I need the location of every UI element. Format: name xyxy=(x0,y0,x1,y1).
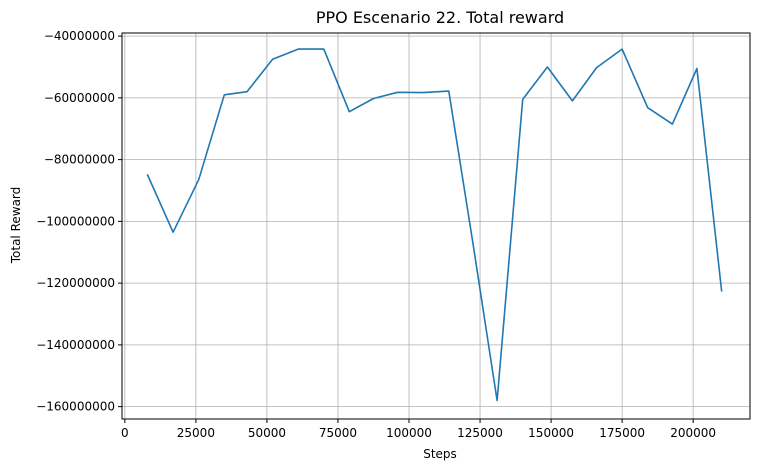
y-tick-label: −140000000 xyxy=(36,338,115,352)
x-tick-label: 25000 xyxy=(177,426,215,440)
x-tick-label: 200000 xyxy=(670,426,716,440)
x-tick-label: 125000 xyxy=(457,426,503,440)
x-tick-label: 175000 xyxy=(599,426,645,440)
y-tick-label: −100000000 xyxy=(36,214,115,228)
x-tick-label: 100000 xyxy=(386,426,432,440)
x-tick-label: 150000 xyxy=(528,426,574,440)
chart-title: PPO Escenario 22. Total reward xyxy=(316,8,564,27)
x-tick-label: 50000 xyxy=(248,426,286,440)
series-layer xyxy=(146,48,723,402)
y-tick-label: −120000000 xyxy=(36,276,115,290)
x-tick-label: 75000 xyxy=(319,426,357,440)
y-tick-label: −40000000 xyxy=(44,29,115,43)
y-axis-label: Total Reward xyxy=(9,187,23,265)
series-line xyxy=(146,48,723,402)
y-tick-label: −60000000 xyxy=(44,91,115,105)
grid-layer xyxy=(122,33,750,419)
y-axis-ticks: −40000000 −60000000 −80000000 −100000000 −12… xyxy=(36,29,122,414)
y-tick-label: −160000000 xyxy=(36,400,115,414)
x-axis-label: Steps xyxy=(423,447,457,461)
y-tick-label: −80000000 xyxy=(44,153,115,167)
plot-frame xyxy=(121,32,751,420)
x-axis-ticks: 0 25000 50000 75000 100000 125000 150000 175000… xyxy=(121,419,716,440)
x-tick-label: 0 xyxy=(121,426,129,440)
